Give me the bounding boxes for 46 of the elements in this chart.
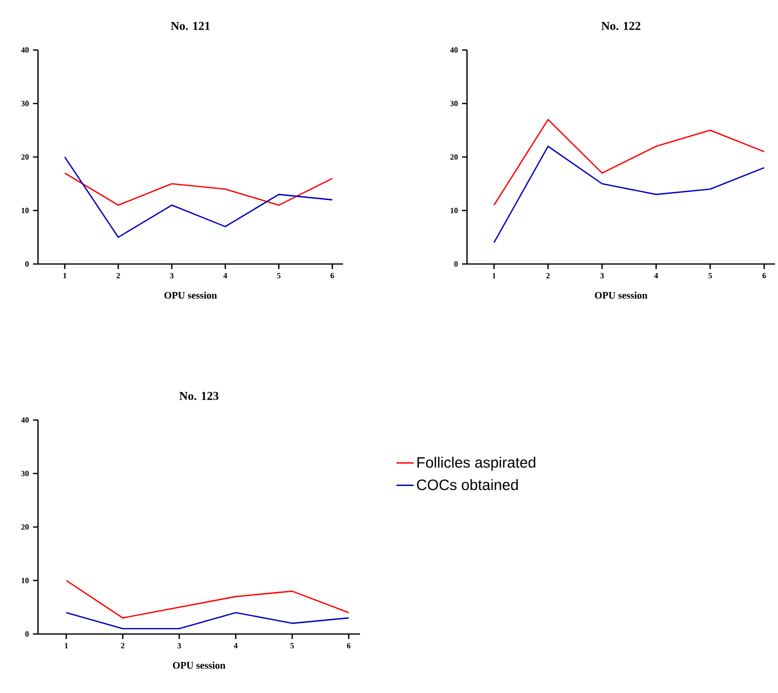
y-tick-label: 20 [21,524,29,530]
legend-label: Follicles aspirated [417,456,536,471]
legend-label: COCs obtained [417,479,518,490]
y-tick-label: 10 [22,578,29,584]
line-series [493,146,765,244]
y-tick-label: 30 [21,470,29,476]
x-axis-title: OPU session [164,292,217,299]
x-tick-label: 1 [492,272,496,278]
x-tick-label: 5 [277,272,280,278]
x-tick-label: 2 [546,272,550,278]
x-tick-label: 6 [346,642,350,648]
x-tick-label: 6 [762,272,766,278]
y-tick-label: 20 [21,154,29,160]
y-tick-label: 30 [450,100,458,106]
line-series [64,172,333,206]
line-series [493,118,765,206]
x-tick-label: 3 [600,272,604,278]
x-tick-label: 3 [178,642,181,648]
y-tick-label: 40 [21,417,29,423]
x-tick-label: 1 [64,642,68,648]
chart-title: No. 123 [179,392,218,400]
x-tick-label: 6 [330,272,334,278]
x-tick-label: 4 [234,642,238,648]
y-tick-label: 0 [25,261,29,267]
y-tick-label: 40 [21,47,29,53]
x-tick-label: 5 [290,642,294,648]
y-tick-label: 10 [450,208,458,214]
y-tick-label: 40 [450,47,458,53]
x-tick-label: 2 [116,272,120,278]
x-tick-label: 3 [170,272,174,278]
y-tick-label: 0 [25,631,29,637]
y-tick-label: 10 [22,208,29,214]
x-tick-label: 4 [223,272,228,278]
x-tick-label: 1 [63,272,66,278]
x-tick-label: 2 [121,642,124,648]
y-tick-label: 20 [450,154,458,160]
x-tick-label: 4 [654,272,658,278]
x-axis-title: OPU session [172,662,226,669]
line-series [66,612,350,630]
x-axis-title: OPU session [594,292,648,299]
y-tick-label: 0 [454,261,458,267]
chart-title: No. 122 [601,22,640,30]
line-series [64,156,333,238]
chart-title: No. 121 [170,22,210,30]
x-tick-label: 5 [708,272,712,278]
y-tick-label: 30 [21,100,29,106]
